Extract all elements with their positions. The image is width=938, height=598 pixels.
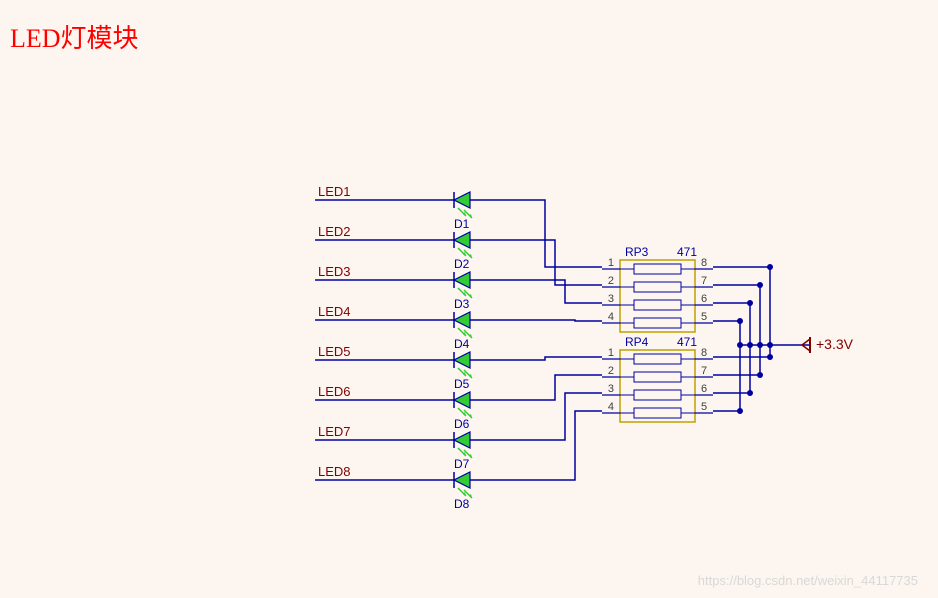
svg-text:1: 1 — [608, 257, 614, 269]
svg-text:LED3: LED3 — [318, 264, 351, 279]
svg-text:2: 2 — [608, 275, 614, 287]
led-symbol-D6 — [454, 392, 472, 418]
led-symbol-D4 — [454, 312, 472, 338]
svg-text:D5: D5 — [454, 377, 470, 391]
svg-text:3: 3 — [608, 293, 614, 305]
led-symbol-D5 — [454, 352, 472, 378]
svg-text:471: 471 — [677, 245, 697, 259]
svg-text:2: 2 — [608, 365, 614, 377]
svg-text:RP4: RP4 — [625, 335, 649, 349]
svg-text:5: 5 — [701, 401, 707, 413]
svg-text:D2: D2 — [454, 257, 470, 271]
led-symbol-D8 — [454, 472, 472, 498]
svg-text:LED4: LED4 — [318, 304, 351, 319]
svg-text:4: 4 — [608, 401, 614, 413]
svg-text:LED5: LED5 — [318, 344, 351, 359]
led-symbol-D7 — [454, 432, 472, 458]
svg-text:5: 5 — [701, 311, 707, 323]
svg-text:D6: D6 — [454, 417, 470, 431]
led-symbol-D1 — [454, 192, 472, 218]
svg-text:8: 8 — [701, 347, 707, 359]
svg-text:+3.3V: +3.3V — [816, 336, 854, 352]
svg-text:471: 471 — [677, 335, 697, 349]
svg-text:8: 8 — [701, 257, 707, 269]
svg-text:6: 6 — [701, 293, 707, 305]
svg-text:D4: D4 — [454, 337, 470, 351]
led-symbol-D3 — [454, 272, 472, 298]
svg-text:LED2: LED2 — [318, 224, 351, 239]
svg-text:LED6: LED6 — [318, 384, 351, 399]
svg-text:D7: D7 — [454, 457, 470, 471]
svg-text:RP3: RP3 — [625, 245, 649, 259]
svg-text:7: 7 — [701, 275, 707, 287]
svg-text:LED7: LED7 — [318, 424, 351, 439]
svg-text:4: 4 — [608, 311, 614, 323]
led-symbol-D2 — [454, 232, 472, 258]
svg-text:7: 7 — [701, 365, 707, 377]
svg-text:LED1: LED1 — [318, 184, 351, 199]
svg-text:6: 6 — [701, 383, 707, 395]
svg-text:1: 1 — [608, 347, 614, 359]
svg-text:D3: D3 — [454, 297, 470, 311]
svg-text:D1: D1 — [454, 217, 470, 231]
svg-text:3: 3 — [608, 383, 614, 395]
svg-text:D8: D8 — [454, 497, 470, 511]
schematic-canvas: LED1 D1 LED2 D2 LED3 D3 LED4 D4 LED5 D5 LED6 D6 LED7… — [0, 0, 938, 598]
watermark: https://blog.csdn.net/weixin_44117735 — [698, 573, 918, 588]
svg-text:LED8: LED8 — [318, 464, 351, 479]
